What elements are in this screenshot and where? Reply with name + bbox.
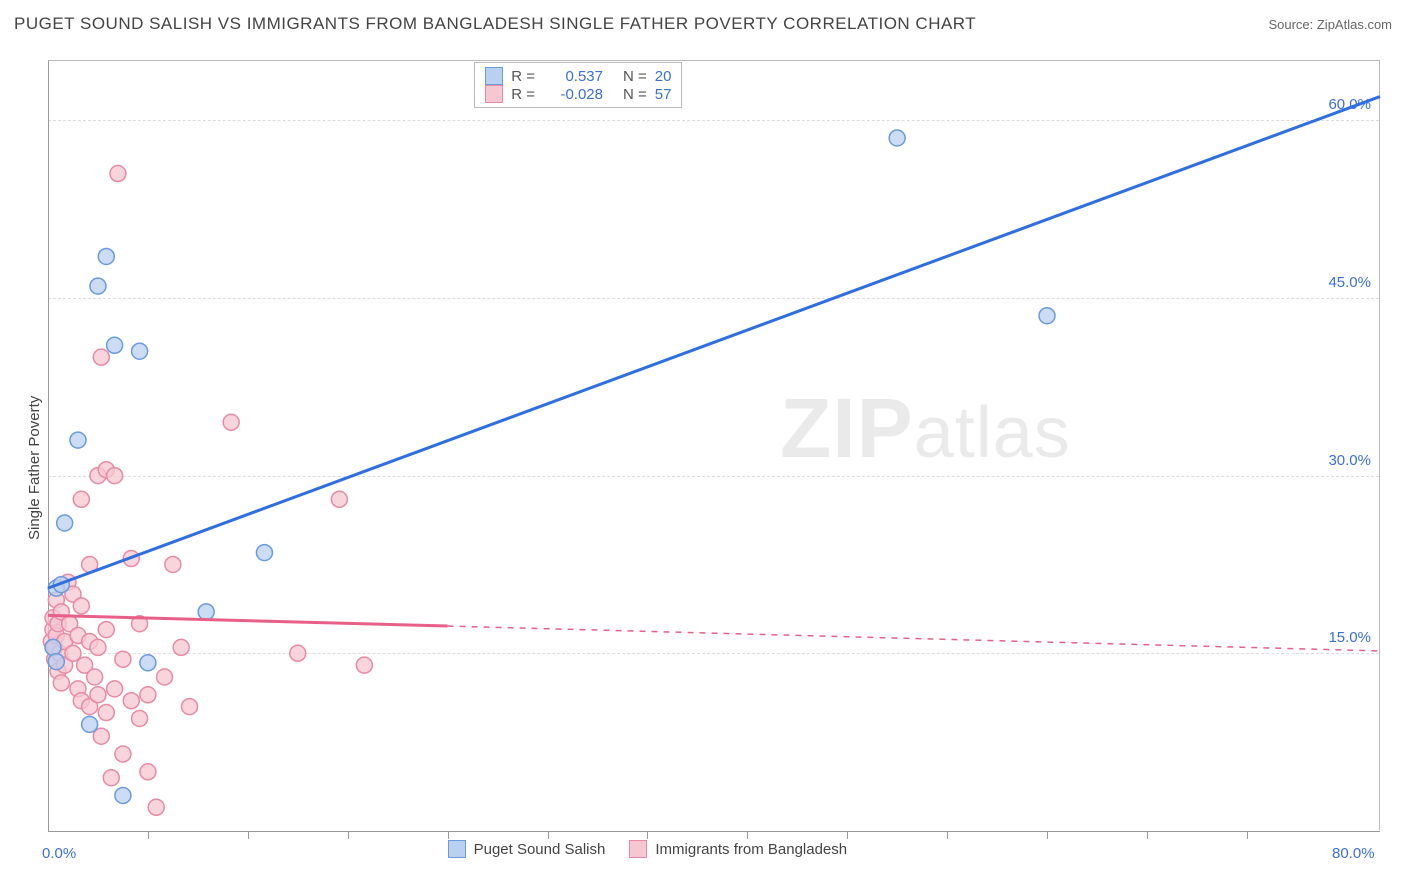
data-point [45, 639, 61, 655]
data-point [107, 468, 123, 484]
x-tick [248, 831, 249, 839]
data-point [115, 746, 131, 762]
data-point [90, 639, 106, 655]
data-point [115, 787, 131, 803]
title-bar: PUGET SOUND SALISH VS IMMIGRANTS FROM BA… [14, 14, 1392, 34]
data-point [73, 491, 89, 507]
source-attribution: Source: ZipAtlas.com [1268, 17, 1392, 32]
x-tick [448, 831, 449, 839]
data-point [57, 515, 73, 531]
data-point [48, 654, 64, 670]
r-value: -0.028 [543, 86, 603, 103]
plot-svg [48, 61, 1380, 831]
data-point [93, 349, 109, 365]
x-tick [348, 831, 349, 839]
n-value: 20 [655, 68, 672, 85]
legend-swatch [485, 85, 503, 103]
data-point [53, 675, 69, 691]
data-point [98, 622, 114, 638]
data-point [107, 681, 123, 697]
data-point [331, 491, 347, 507]
x-tick [647, 831, 648, 839]
trend-line [48, 97, 1380, 589]
data-point [107, 337, 123, 353]
r-label: R = [511, 86, 535, 103]
x-tick [947, 831, 948, 839]
data-point [103, 770, 119, 786]
legend-swatch [448, 840, 466, 858]
legend-series: Puget Sound Salish Immigrants from Bangla… [448, 840, 848, 858]
legend-series-label: Puget Sound Salish [474, 841, 606, 858]
plot-area: 15.0%30.0%45.0%60.0%0.0%80.0% [48, 60, 1380, 830]
data-point [356, 657, 372, 673]
n-label: N = [623, 86, 647, 103]
legend-series-item: Immigrants from Bangladesh [629, 840, 847, 858]
legend-series-item: Puget Sound Salish [448, 840, 606, 858]
data-point [98, 705, 114, 721]
data-point [123, 693, 139, 709]
n-label: N = [623, 68, 647, 85]
data-point [148, 799, 164, 815]
x-tick [1247, 831, 1248, 839]
legend-swatch [485, 67, 503, 85]
data-point [1039, 308, 1055, 324]
r-value: 0.537 [543, 68, 603, 85]
x-tick-label: 0.0% [42, 845, 76, 862]
trend-line-dashed [448, 626, 1380, 651]
data-point [132, 343, 148, 359]
data-point [223, 414, 239, 430]
data-point [115, 651, 131, 667]
y-axis-title: Single Father Poverty [26, 396, 43, 540]
correlation-chart: PUGET SOUND SALISH VS IMMIGRANTS FROM BA… [0, 0, 1406, 892]
data-point [132, 710, 148, 726]
data-point [73, 598, 89, 614]
data-point [70, 432, 86, 448]
n-value: 57 [655, 86, 672, 103]
x-tick [747, 831, 748, 839]
data-point [87, 669, 103, 685]
x-tick [148, 831, 149, 839]
data-point [173, 639, 189, 655]
data-point [157, 669, 173, 685]
legend-stats-row: R = -0.028 N = 57 [485, 85, 671, 103]
x-tick-label: 80.0% [1332, 845, 1375, 862]
data-point [198, 604, 214, 620]
data-point [140, 687, 156, 703]
legend-stats-row: R = 0.537 N = 20 [485, 67, 671, 85]
x-tick [548, 831, 549, 839]
x-tick [847, 831, 848, 839]
data-point [90, 687, 106, 703]
data-point [140, 764, 156, 780]
legend-series-label: Immigrants from Bangladesh [655, 841, 847, 858]
data-point [165, 556, 181, 572]
data-point [140, 655, 156, 671]
data-point [889, 130, 905, 146]
chart-title: PUGET SOUND SALISH VS IMMIGRANTS FROM BA… [14, 14, 976, 34]
data-point [290, 645, 306, 661]
data-point [256, 545, 272, 561]
data-point [110, 166, 126, 182]
r-label: R = [511, 68, 535, 85]
data-point [82, 716, 98, 732]
legend-swatch [629, 840, 647, 858]
data-point [90, 278, 106, 294]
legend-stats: R = 0.537 N = 20 R = -0.028 N = 57 [474, 62, 682, 108]
data-point [98, 248, 114, 264]
x-tick [1147, 831, 1148, 839]
x-tick [1047, 831, 1048, 839]
data-point [182, 699, 198, 715]
